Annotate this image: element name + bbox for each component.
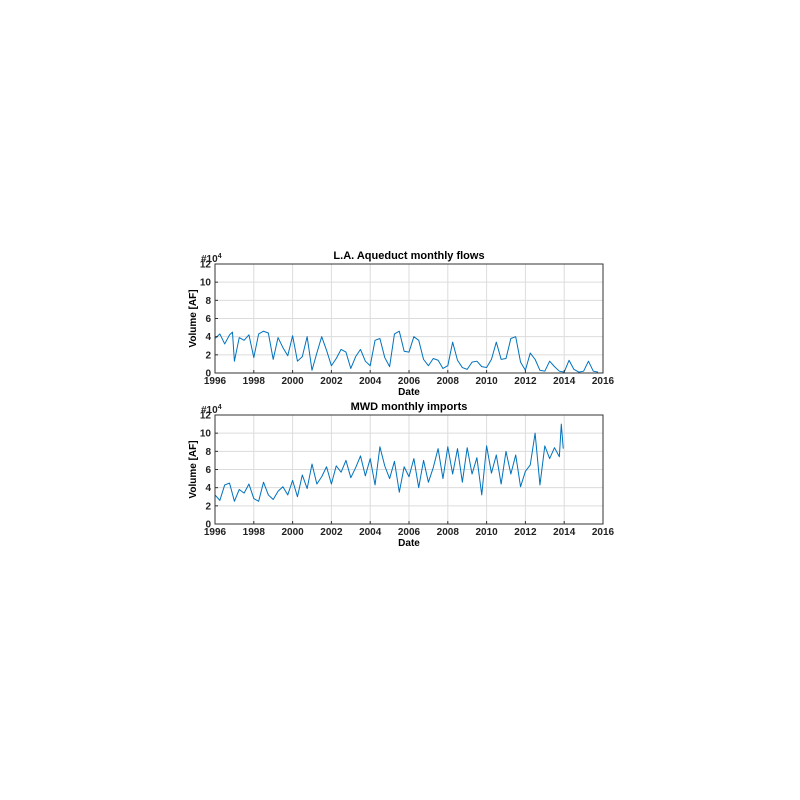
y-axis-label: Volume [AF] bbox=[188, 289, 199, 347]
x-tick-label: 2008 bbox=[437, 527, 460, 538]
y-tick-label: 2 bbox=[205, 501, 211, 512]
chart-title: L.A. Aqueduct monthly flows bbox=[333, 250, 484, 262]
chart-title: MWD monthly imports bbox=[351, 401, 468, 413]
exponent-base: #10 bbox=[201, 254, 218, 265]
y-tick-label: 6 bbox=[205, 314, 211, 325]
x-tick-label: 2006 bbox=[398, 376, 421, 387]
y-tick-label: 6 bbox=[205, 465, 211, 476]
x-tick-label: 1998 bbox=[243, 527, 266, 538]
x-tick-label: 2016 bbox=[592, 527, 615, 538]
y-tick-label: 10 bbox=[200, 278, 212, 289]
x-axis-label: Date bbox=[398, 538, 420, 549]
exponent-label: #104 bbox=[201, 404, 222, 416]
x-tick-label: 2016 bbox=[592, 376, 615, 387]
x-tick-label: 2014 bbox=[553, 527, 576, 538]
y-tick-label: 8 bbox=[205, 296, 211, 307]
x-tick-label: 2014 bbox=[553, 376, 576, 387]
x-tick-label: 1998 bbox=[243, 376, 266, 387]
x-axis-label: Date bbox=[398, 387, 420, 398]
x-tick-label: 2002 bbox=[320, 527, 343, 538]
x-tick-label: 2002 bbox=[320, 376, 343, 387]
chart-panel-la-aqueduct: 1996 1998 2000 2002 2004 2006 2008 2010 2012 2014… bbox=[188, 250, 615, 398]
y-axis-label: Volume [AF] bbox=[188, 440, 199, 498]
exponent-power: 4 bbox=[218, 253, 222, 260]
x-tick-label: 2000 bbox=[281, 376, 304, 387]
x-tick-label: 1996 bbox=[204, 376, 227, 387]
x-tick-label: 2004 bbox=[359, 376, 382, 387]
y-tick-label: 10 bbox=[200, 429, 212, 440]
x-tick-label: 2012 bbox=[514, 527, 537, 538]
x-tick-label: 2006 bbox=[398, 527, 421, 538]
y-tick-label: 0 bbox=[205, 520, 211, 531]
x-tick-label: 2004 bbox=[359, 527, 382, 538]
y-tick-label: 12 bbox=[200, 411, 212, 422]
exponent-base: #10 bbox=[201, 405, 218, 416]
series-line-0 bbox=[214, 423, 564, 502]
y-tick-label: 8 bbox=[205, 447, 211, 458]
x-tick-label: 2010 bbox=[475, 376, 498, 387]
exponent-power: 4 bbox=[218, 404, 222, 411]
x-tick-label: 2008 bbox=[437, 376, 460, 387]
x-tick-label: 2010 bbox=[475, 527, 498, 538]
exponent-label: #104 bbox=[201, 253, 222, 265]
chart-panel-mwd-imports: 1996 1998 2000 2002 2004 2006 2008 2010 2012 2014… bbox=[188, 401, 615, 549]
y-tick-label: 2 bbox=[205, 350, 211, 361]
y-tick-label: 0 bbox=[205, 369, 211, 380]
y-tick-label: 12 bbox=[200, 260, 212, 271]
x-tick-label: 2000 bbox=[281, 527, 304, 538]
x-tick-label: 1996 bbox=[204, 527, 227, 538]
y-tick-label: 4 bbox=[205, 483, 211, 494]
y-tick-label: 4 bbox=[205, 332, 211, 343]
x-tick-label: 2012 bbox=[514, 376, 537, 387]
series-line-0 bbox=[214, 330, 599, 373]
